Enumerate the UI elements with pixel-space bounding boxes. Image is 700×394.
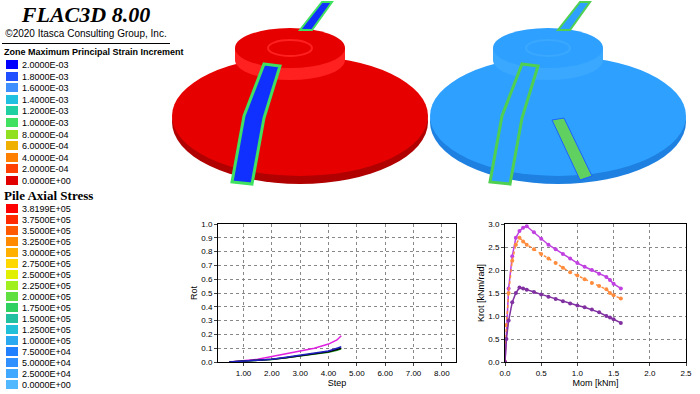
html-text:8.0000E-04: 8.0000E-04 bbox=[22, 129, 69, 140]
svg-text:0.5: 0.5 bbox=[536, 369, 548, 378]
html-text:0.0000E+00: 0.0000E+00 bbox=[22, 380, 71, 390]
html-text:2.2500E+05: 2.2500E+05 bbox=[22, 281, 71, 291]
svg-text:2.5: 2.5 bbox=[680, 369, 692, 378]
html-text:5.0000E+04: 5.0000E+04 bbox=[22, 358, 71, 368]
svg-text:5.00: 5.00 bbox=[349, 369, 365, 378]
html-text:2.0000E-03: 2.0000E-03 bbox=[22, 60, 69, 70]
html-text:1.0000E-03: 1.0000E-03 bbox=[22, 118, 69, 128]
html-text:Zone Maximum Principal Strain: Zone Maximum Principal Strain Increment bbox=[4, 47, 184, 57]
svg-text:Rot: Rot bbox=[189, 286, 199, 301]
svg-text:0.6: 0.6 bbox=[201, 275, 213, 284]
html-text:3.7500E+05: 3.7500E+05 bbox=[22, 215, 71, 225]
html-text:0.0000E+00: 0.0000E+00 bbox=[22, 176, 71, 186]
svg-text:3.00: 3.00 bbox=[292, 369, 308, 378]
html-text:©2020 Itasca Consulting Group,: ©2020 Itasca Consulting Group, Inc. bbox=[5, 28, 167, 39]
svg-text:4.00: 4.00 bbox=[321, 369, 337, 378]
html-text:3.8199E+05: 3.8199E+05 bbox=[22, 204, 71, 214]
svg-text:3.0: 3.0 bbox=[488, 220, 500, 229]
svg-text:0.5: 0.5 bbox=[488, 335, 500, 344]
html-text:2.5000E+04: 2.5000E+04 bbox=[22, 369, 71, 379]
html-text:2.7500E+05: 2.7500E+05 bbox=[22, 259, 71, 269]
html-text:1.7500E+05: 1.7500E+05 bbox=[22, 303, 71, 313]
svg-text:1.0: 1.0 bbox=[488, 312, 500, 321]
html-text:3.0000E+05: 3.0000E+05 bbox=[22, 248, 71, 258]
svg-text:0.0: 0.0 bbox=[201, 358, 213, 367]
html-text:4.0000E-04: 4.0000E-04 bbox=[22, 152, 69, 163]
svg-text:2.00: 2.00 bbox=[264, 369, 280, 378]
html-text:2.5000E+05: 2.5000E+05 bbox=[22, 270, 71, 280]
svg-text:7.00: 7.00 bbox=[406, 369, 422, 378]
svg-text:0.0: 0.0 bbox=[499, 369, 511, 378]
html-text:1.4000E-03: 1.4000E-03 bbox=[22, 94, 69, 105]
html-text:3.5000E+05: 3.5000E+05 bbox=[22, 226, 71, 236]
html-text:1.6000E-03: 1.6000E-03 bbox=[22, 83, 69, 94]
svg-text:0.2: 0.2 bbox=[201, 330, 213, 339]
svg-text:0.5: 0.5 bbox=[201, 289, 213, 298]
svg-text:1.0: 1.0 bbox=[201, 220, 213, 229]
html-text:2.0000E-04: 2.0000E-04 bbox=[22, 164, 69, 175]
svg-text:8.00: 8.00 bbox=[434, 369, 450, 378]
svg-text:0.7: 0.7 bbox=[201, 261, 213, 270]
html-text:7.5000E+04: 7.5000E+04 bbox=[22, 347, 71, 357]
svg-text:1.5: 1.5 bbox=[488, 289, 500, 298]
html-text:1.2000E-03: 1.2000E-03 bbox=[22, 106, 69, 117]
html-text:3.2500E+05: 3.2500E+05 bbox=[22, 237, 71, 247]
svg-text:0.0: 0.0 bbox=[488, 358, 500, 367]
svg-text:0.8: 0.8 bbox=[201, 247, 213, 256]
svg-text:0.1: 0.1 bbox=[201, 344, 213, 353]
svg-text:1.00: 1.00 bbox=[236, 369, 252, 378]
html-text:1.2500E+05: 1.2500E+05 bbox=[22, 325, 71, 335]
html-text:1.8000E-03: 1.8000E-03 bbox=[22, 71, 69, 82]
html-text:6.0000E-04: 6.0000E-04 bbox=[22, 141, 69, 152]
svg-text:1.5: 1.5 bbox=[608, 369, 620, 378]
svg-text:0.3: 0.3 bbox=[201, 316, 213, 325]
svg-text:Step: Step bbox=[328, 378, 347, 388]
svg-text:Krot [kNm/rad]: Krot [kNm/rad] bbox=[476, 264, 486, 322]
svg-text:0.4: 0.4 bbox=[201, 303, 213, 312]
svg-text:0.9: 0.9 bbox=[201, 234, 213, 243]
svg-text:2.0: 2.0 bbox=[488, 266, 500, 275]
html-text:2.0000E+05: 2.0000E+05 bbox=[22, 292, 71, 302]
svg-text:2.5: 2.5 bbox=[488, 243, 500, 252]
svg-text:Mom [kNm]: Mom [kNm] bbox=[573, 378, 619, 388]
html-text:FLAC3D 8.00: FLAC3D 8.00 bbox=[21, 2, 151, 27]
svg-text:2.0: 2.0 bbox=[644, 369, 656, 378]
svg-text:1.0: 1.0 bbox=[572, 369, 584, 378]
svg-text:6.00: 6.00 bbox=[377, 369, 393, 378]
html-text:Pile Axial Stress: Pile Axial Stress bbox=[4, 188, 94, 203]
html-text:1.5000E+05: 1.5000E+05 bbox=[22, 314, 71, 324]
html-text:1.0000E+05: 1.0000E+05 bbox=[22, 336, 71, 346]
